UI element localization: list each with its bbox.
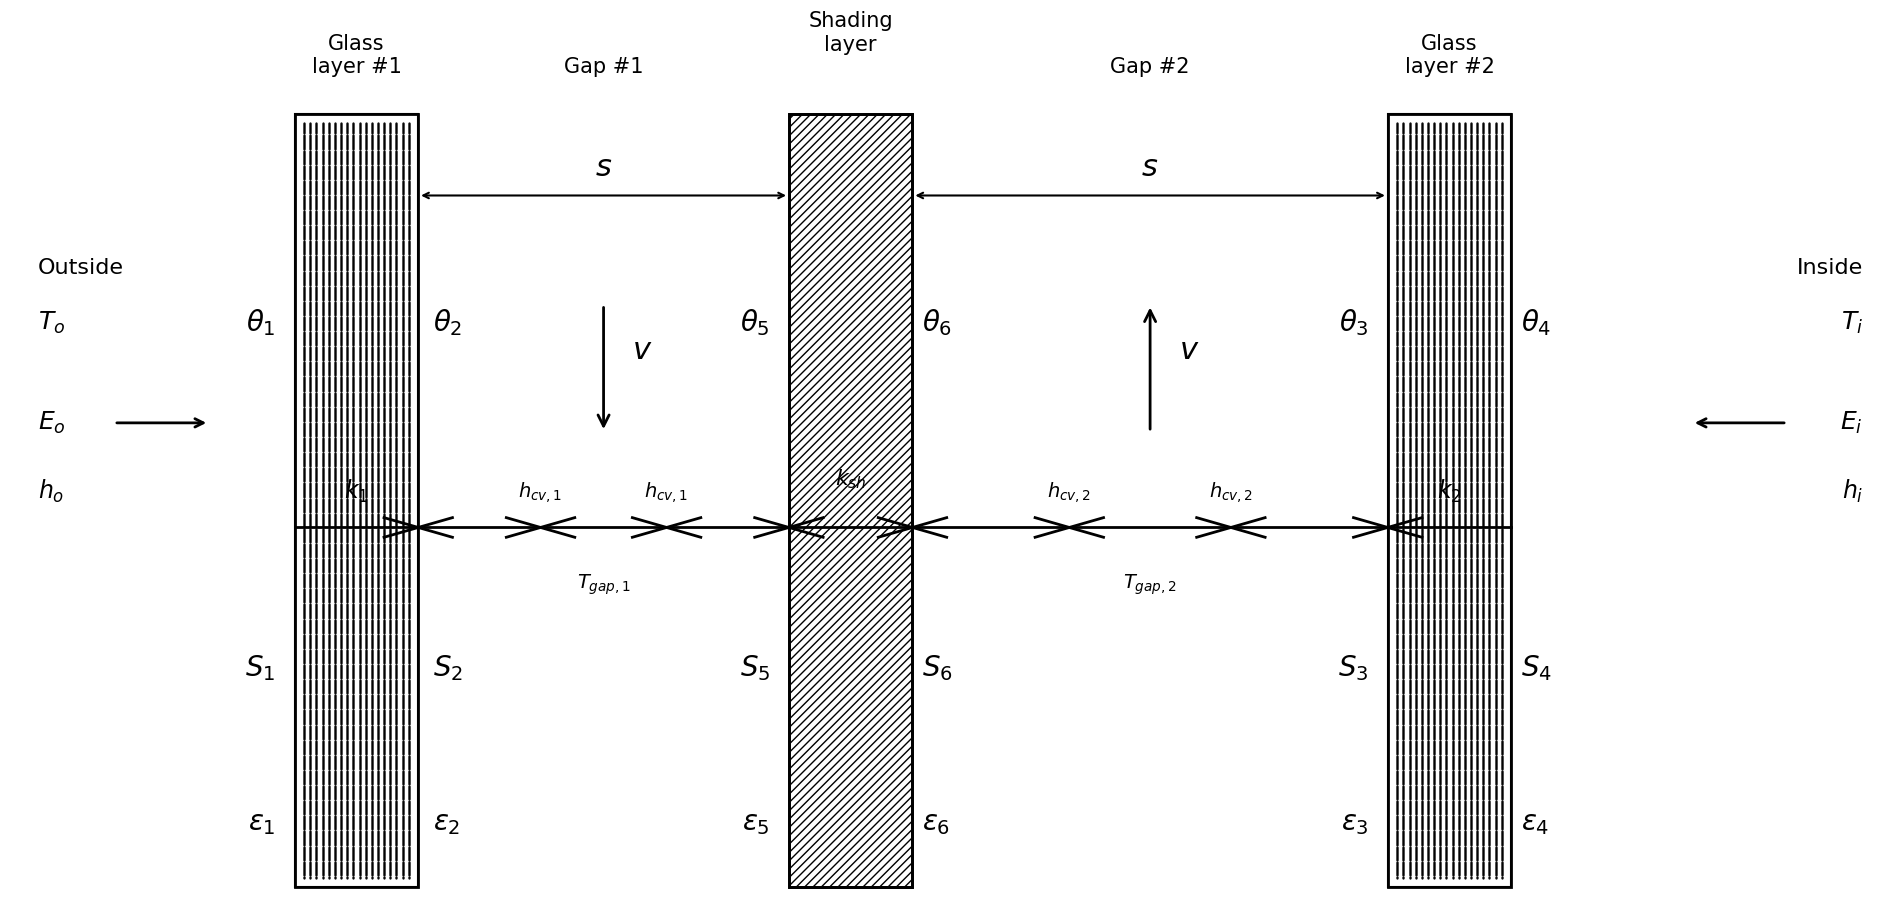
Text: $h_{cv,1}$: $h_{cv,1}$ [644,480,688,505]
Text: $h_{cv,1}$: $h_{cv,1}$ [519,480,563,505]
Text: $h_o$: $h_o$ [38,477,65,505]
Text: $h_i$: $h_i$ [1842,477,1863,505]
Text: $S_5$: $S_5$ [739,654,770,684]
Text: $\theta_1$: $\theta_1$ [245,307,276,338]
Text: $S_1$: $S_1$ [245,654,276,684]
Text: $E_i$: $E_i$ [1840,409,1863,436]
Text: Gap #2: Gap #2 [1110,58,1190,78]
Bar [789,113,912,887]
Text: $k_1$: $k_1$ [344,477,369,505]
Text: Gap #1: Gap #1 [565,58,643,78]
Text: $\varepsilon_3$: $\varepsilon_3$ [1340,809,1369,837]
Text: $v$: $v$ [1179,335,1200,365]
Bar [789,113,912,887]
Text: $h_{cv,2}$: $h_{cv,2}$ [1047,480,1091,505]
Text: Glass
layer #2: Glass layer #2 [1405,34,1494,78]
Text: $\theta_5$: $\theta_5$ [739,307,770,338]
Text: $E_o$: $E_o$ [38,409,67,436]
Text: $S_3$: $S_3$ [1338,654,1369,684]
Text: $T_{gap,1}$: $T_{gap,1}$ [576,573,631,598]
Bar [295,113,418,887]
Bar [1388,113,1511,887]
Text: $\varepsilon_5$: $\varepsilon_5$ [741,809,770,837]
Text: Inside: Inside [1796,259,1863,278]
Text: $\varepsilon_4$: $\varepsilon_4$ [1521,809,1549,837]
Text: $T_{gap,2}$: $T_{gap,2}$ [1123,573,1177,598]
Text: Glass
layer #1: Glass layer #1 [312,34,401,78]
Text: $k_2$: $k_2$ [1437,477,1462,505]
Text: $s$: $s$ [1141,153,1160,182]
Text: $T_o$: $T_o$ [38,310,65,336]
Text: $S_2$: $S_2$ [433,654,464,684]
Bar [1388,113,1511,887]
Text: $S_6$: $S_6$ [922,654,952,684]
Text: $\theta_4$: $\theta_4$ [1521,307,1551,338]
Text: Outside: Outside [38,259,124,278]
Text: $s$: $s$ [595,153,612,182]
Text: $S_4$: $S_4$ [1521,654,1551,684]
Text: $\theta_3$: $\theta_3$ [1338,307,1369,338]
Text: $\varepsilon_1$: $\varepsilon_1$ [247,809,276,837]
Text: $\varepsilon_6$: $\varepsilon_6$ [922,809,950,837]
Text: $\varepsilon_2$: $\varepsilon_2$ [433,809,460,837]
Text: $T_i$: $T_i$ [1840,310,1863,336]
Text: $h_{cv,2}$: $h_{cv,2}$ [1209,480,1253,505]
Text: Shading
layer: Shading layer [808,11,893,55]
Text: $k_{sh}$: $k_{sh}$ [835,467,867,491]
Text: $\theta_2$: $\theta_2$ [433,307,462,338]
Text: $v$: $v$ [631,335,652,365]
Bar [295,113,418,887]
Text: $\theta_6$: $\theta_6$ [922,307,952,338]
